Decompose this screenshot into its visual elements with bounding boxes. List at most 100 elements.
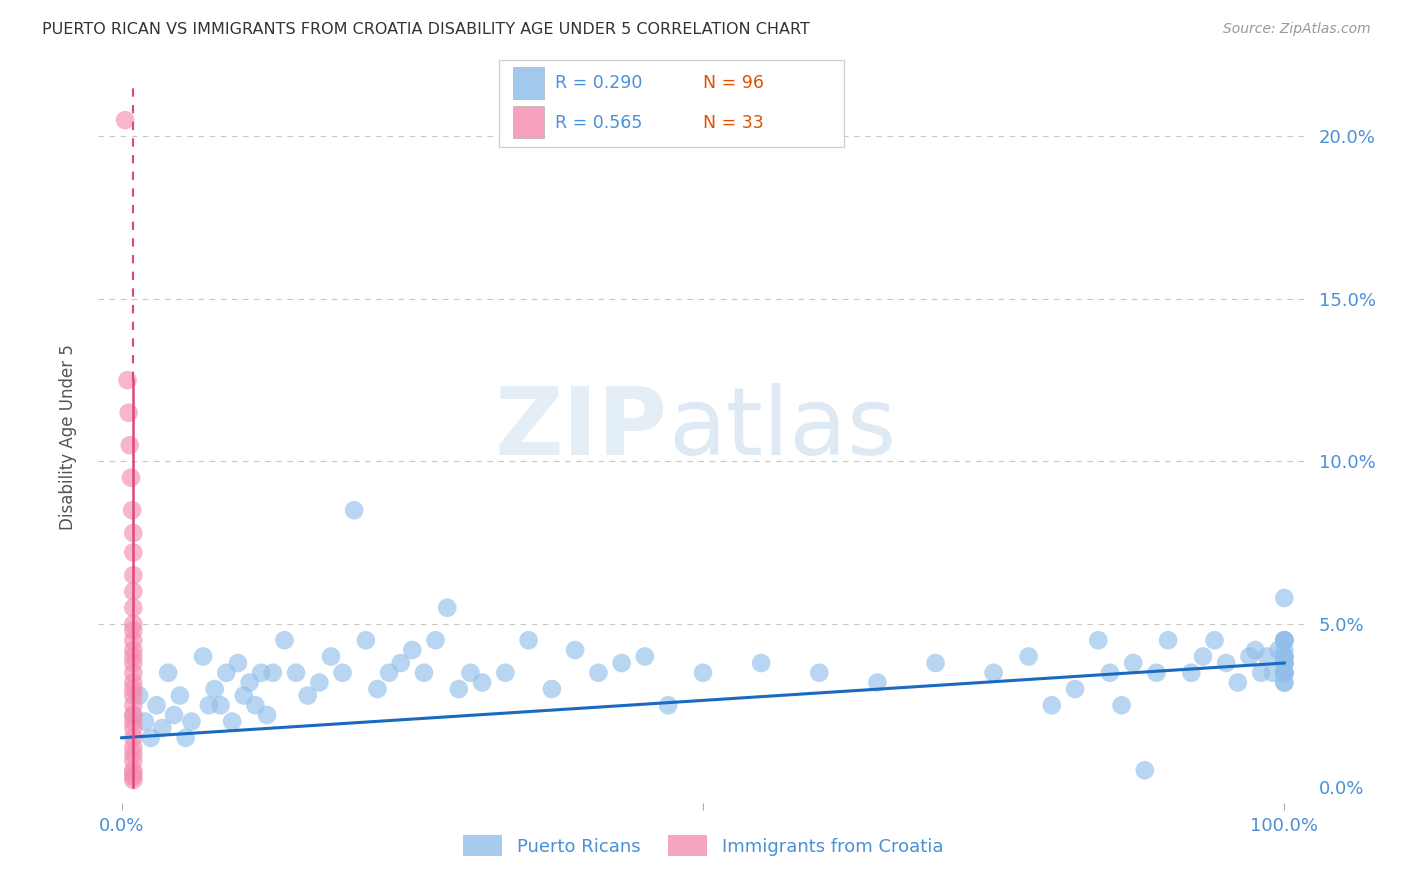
Point: [122, 600, 145, 615]
Point: [1272, 675, 1295, 690]
Point: [122, 633, 145, 648]
Point: [245, 698, 267, 713]
Point: [1250, 665, 1272, 680]
Point: [924, 656, 946, 670]
Point: [308, 675, 330, 690]
Point: [250, 665, 273, 680]
Text: PUERTO RICAN VS IMMIGRANTS FROM CROATIA DISABILITY AGE UNDER 5 CORRELATION CHART: PUERTO RICAN VS IMMIGRANTS FROM CROATIA …: [42, 22, 810, 37]
Point: [122, 764, 145, 778]
Point: [121, 503, 143, 517]
Point: [169, 689, 191, 703]
Point: [413, 665, 436, 680]
Text: ZIP: ZIP: [495, 383, 668, 475]
Point: [122, 584, 145, 599]
Point: [122, 747, 145, 761]
Point: [343, 503, 366, 517]
Point: [1239, 649, 1261, 664]
Text: atlas: atlas: [668, 383, 897, 475]
Point: [517, 633, 540, 648]
Point: [540, 681, 562, 696]
Point: [122, 731, 145, 745]
Point: [198, 698, 221, 713]
Point: [1272, 656, 1295, 670]
Point: [118, 406, 141, 420]
Point: [221, 714, 243, 729]
Point: [122, 624, 145, 638]
Point: [1272, 591, 1295, 605]
Point: [1272, 633, 1295, 648]
Point: [808, 665, 831, 680]
Point: [983, 665, 1005, 680]
Point: [1192, 649, 1215, 664]
Point: [1272, 656, 1295, 670]
Point: [226, 656, 249, 670]
Text: N = 96: N = 96: [703, 74, 763, 93]
Point: [1272, 633, 1295, 648]
Point: [610, 656, 633, 670]
Point: [191, 649, 214, 664]
Point: [389, 656, 412, 670]
Point: [1180, 665, 1202, 680]
Point: [1272, 665, 1295, 680]
Point: [122, 617, 145, 632]
Point: [122, 649, 145, 664]
Point: [471, 675, 494, 690]
Point: [1272, 665, 1295, 680]
Point: [134, 714, 156, 729]
Point: [692, 665, 714, 680]
Y-axis label: Disability Age Under 5: Disability Age Under 5: [59, 344, 77, 530]
Point: [657, 698, 679, 713]
Point: [122, 714, 145, 729]
Point: [174, 731, 197, 745]
Point: [401, 643, 423, 657]
Point: [128, 689, 150, 703]
Point: [122, 708, 145, 723]
Point: [1111, 698, 1133, 713]
Point: [139, 731, 162, 745]
Point: [1272, 649, 1295, 664]
Point: [1272, 675, 1295, 690]
Point: [366, 681, 388, 696]
Text: R = 0.565: R = 0.565: [555, 113, 643, 132]
Point: [866, 675, 889, 690]
Point: [447, 681, 470, 696]
Point: [122, 681, 145, 696]
Point: [256, 708, 278, 723]
Point: [634, 649, 657, 664]
Point: [122, 766, 145, 780]
Point: [122, 721, 145, 735]
Point: [319, 649, 342, 664]
Text: Source: ZipAtlas.com: Source: ZipAtlas.com: [1223, 22, 1371, 37]
Point: [122, 698, 145, 713]
Point: [122, 689, 145, 703]
Point: [122, 643, 145, 657]
Point: [1133, 764, 1156, 778]
Point: [1018, 649, 1040, 664]
Point: [1226, 675, 1249, 690]
Point: [180, 714, 202, 729]
Point: [239, 675, 262, 690]
Point: [204, 681, 226, 696]
Point: [564, 643, 586, 657]
Point: [1204, 633, 1226, 648]
Point: [163, 708, 186, 723]
Point: [122, 568, 145, 582]
Point: [1040, 698, 1063, 713]
Point: [332, 665, 354, 680]
Point: [1272, 656, 1295, 670]
Point: [749, 656, 772, 670]
Text: N = 33: N = 33: [703, 113, 763, 132]
Point: [1244, 643, 1267, 657]
Point: [273, 633, 295, 648]
Point: [122, 665, 145, 680]
Point: [1272, 649, 1295, 664]
Point: [1122, 656, 1144, 670]
Point: [150, 721, 173, 735]
Point: [122, 772, 145, 787]
Point: [460, 665, 482, 680]
Point: [354, 633, 377, 648]
Point: [120, 471, 142, 485]
Point: [1267, 643, 1289, 657]
Point: [1272, 633, 1295, 648]
Point: [1272, 656, 1295, 670]
